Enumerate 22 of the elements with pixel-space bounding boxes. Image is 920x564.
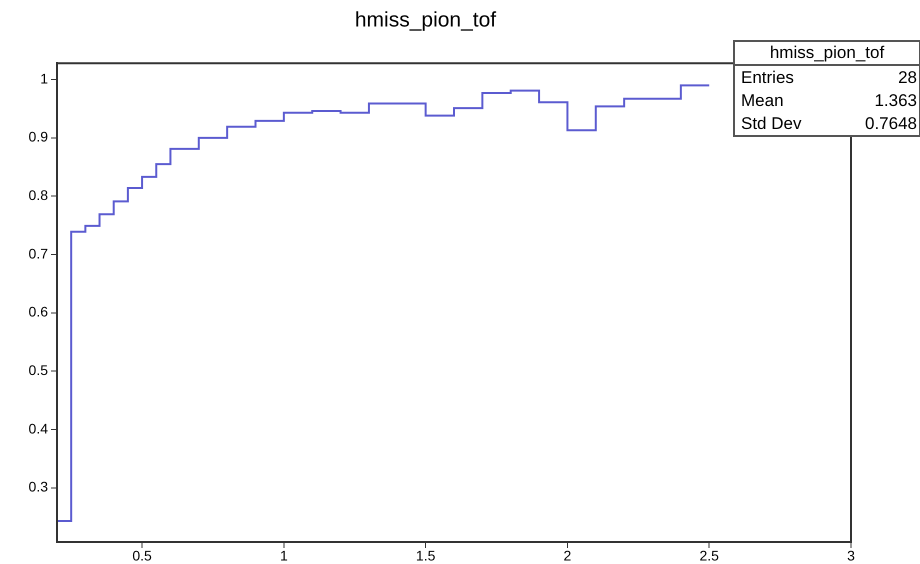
chart-title: hmiss_pion_tof — [354, 8, 496, 32]
text: hmiss_pion_tof — [735, 42, 919, 66]
y-tick-label: 0.8 — [28, 187, 48, 204]
x-tick-label: 1 — [280, 547, 288, 564]
x-tick-label: 2.5 — [699, 547, 720, 564]
text: 28 — [898, 67, 917, 89]
annotation: Std Dev — [741, 113, 802, 135]
y-tick-label: 0.5 — [28, 362, 48, 378]
y-tick-label: 0.3 — [28, 478, 48, 495]
y-tick-label: 0.7 — [28, 245, 48, 262]
y-tick-label: 0.4 — [28, 420, 48, 436]
y-tick-label: 1 — [40, 70, 48, 86]
annotation: Entries — [741, 67, 794, 89]
x-tick-label: 0.5 — [132, 547, 152, 564]
x-tick-label: 1.5 — [416, 547, 436, 564]
y-tick-label: 0.9 — [28, 128, 48, 145]
x-tick-label: 3 — [847, 547, 856, 564]
x-tick-label: 2 — [564, 547, 572, 564]
y-tick-label: 0.6 — [28, 304, 48, 320]
annotation: Mean — [741, 90, 784, 112]
text: 1.363 — [874, 90, 917, 112]
text: 0.7648 — [865, 113, 917, 135]
